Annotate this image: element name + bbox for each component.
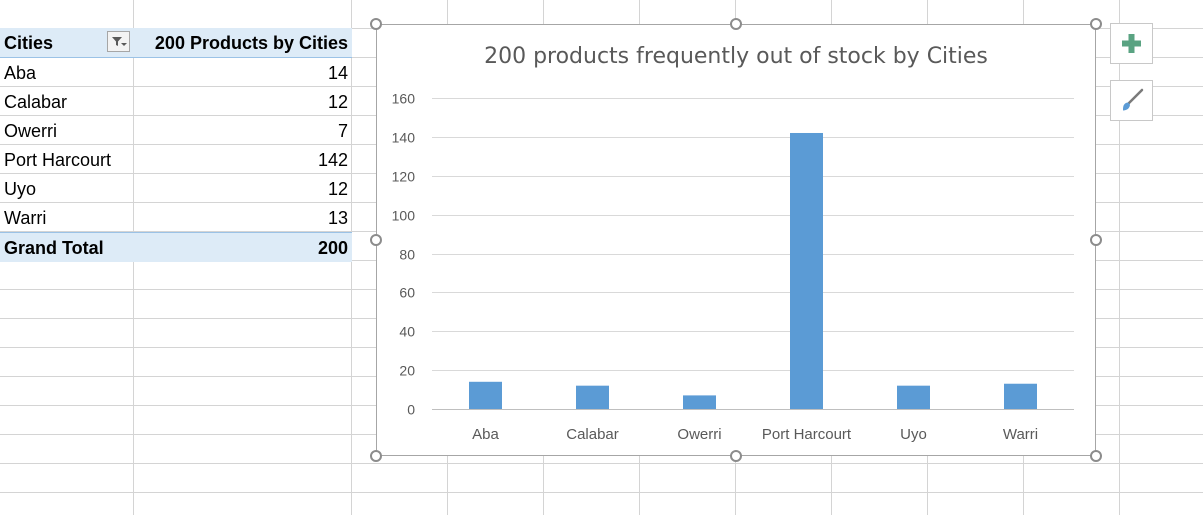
pivot-count-cell[interactable]: 12 (327, 92, 348, 112)
pivot-city-cell[interactable]: Aba (4, 63, 37, 83)
y-tick-label[interactable]: 120 (392, 169, 416, 185)
pivot-row: Owerri 7 (0, 116, 352, 145)
y-tick-label[interactable]: 60 (399, 285, 415, 301)
pivot-row: Warri 13 (0, 203, 352, 232)
y-tick-label[interactable]: 160 (392, 91, 416, 107)
pivot-count-cell[interactable]: 12 (327, 179, 348, 199)
plus-icon (1122, 34, 1141, 53)
pivot-city-cell[interactable]: Port Harcourt (4, 150, 112, 170)
pivot-row: Calabar 12 (0, 87, 352, 116)
pivot-city-cell[interactable]: Uyo (4, 179, 37, 199)
x-tick-label[interactable]: Uyo (900, 426, 927, 443)
bar-owerri[interactable] (683, 395, 716, 409)
resize-handle-bottom-left[interactable] (370, 450, 382, 462)
x-tick-label[interactable]: Aba (472, 426, 499, 443)
pivot-count-cell[interactable]: 7 (337, 121, 348, 141)
pivot-count-cell[interactable]: 13 (327, 208, 348, 228)
pivot-value-header[interactable]: 200 Products by Cities (154, 33, 348, 53)
bar-uyo[interactable] (897, 385, 930, 409)
y-tick-label[interactable]: 80 (399, 247, 415, 263)
pivot-row: Uyo 12 (0, 174, 352, 203)
y-tick-label[interactable]: 40 (399, 324, 415, 340)
x-tick-label[interactable]: Calabar (566, 426, 619, 443)
pivot-count-cell[interactable]: 142 (317, 150, 348, 170)
resize-handle-bottom-right[interactable] (1090, 450, 1102, 462)
pivot-row: Port Harcourt 142 (0, 145, 352, 174)
pivot-city-cell[interactable]: Owerri (4, 121, 57, 141)
resize-handle-top-right[interactable] (1090, 18, 1102, 30)
chart-elements-button[interactable] (1110, 23, 1153, 64)
paintbrush-icon (1123, 88, 1144, 111)
pivot-row: Aba 14 (0, 58, 352, 87)
x-tick-label[interactable]: Port Harcourt (762, 426, 852, 443)
resize-handle-middle-left[interactable] (370, 234, 382, 246)
resize-handle-bottom-middle[interactable] (730, 450, 742, 462)
bar-chart[interactable]: 200 products frequently out of stock by … (376, 24, 1096, 456)
pivot-city-cell[interactable]: Calabar (4, 92, 68, 112)
pivot-body: Aba 14 Calabar 12 Owerri 7 Port Harcourt 142 Uyo… (0, 58, 352, 232)
grand-total-value[interactable]: 200 (317, 238, 348, 258)
chart-plot-area[interactable]: 0 20 40 60 80 100 120 140 160 Aba Calabar Owerri Por… (377, 25, 1095, 455)
pivot-header-row: Cities 200 Products by Cities (0, 28, 352, 58)
y-tick-label[interactable]: 0 (407, 402, 415, 418)
grand-total-label[interactable]: Grand Total (4, 238, 104, 258)
pivot-row-label-header[interactable]: Cities (4, 33, 54, 53)
chart-styles-button[interactable] (1110, 80, 1153, 121)
pivot-table: Cities 200 Products by Cities Aba 14 Calab… (0, 28, 352, 262)
bar-warri[interactable] (1004, 383, 1037, 409)
pivot-city-cell[interactable]: Warri (4, 208, 47, 228)
bar-aba[interactable] (469, 381, 502, 409)
resize-handle-top-middle[interactable] (730, 18, 742, 30)
y-tick-label[interactable]: 20 (399, 363, 415, 379)
bar-calabar[interactable] (576, 385, 609, 409)
filter-dropdown-button[interactable] (107, 31, 130, 52)
pivot-grand-total-row: Grand Total 200 (0, 232, 352, 262)
resize-handle-top-left[interactable] (370, 18, 382, 30)
chart-title[interactable]: 200 products frequently out of stock by … (484, 44, 988, 69)
resize-handle-middle-right[interactable] (1090, 234, 1102, 246)
bar-port-harcourt[interactable] (790, 132, 823, 410)
filter-icon (112, 37, 127, 46)
x-tick-label[interactable]: Warri (1003, 426, 1038, 443)
x-tick-label[interactable]: Owerri (677, 426, 721, 443)
y-tick-label[interactable]: 100 (392, 208, 416, 224)
y-tick-label[interactable]: 140 (392, 130, 416, 146)
pivot-count-cell[interactable]: 14 (327, 63, 348, 83)
